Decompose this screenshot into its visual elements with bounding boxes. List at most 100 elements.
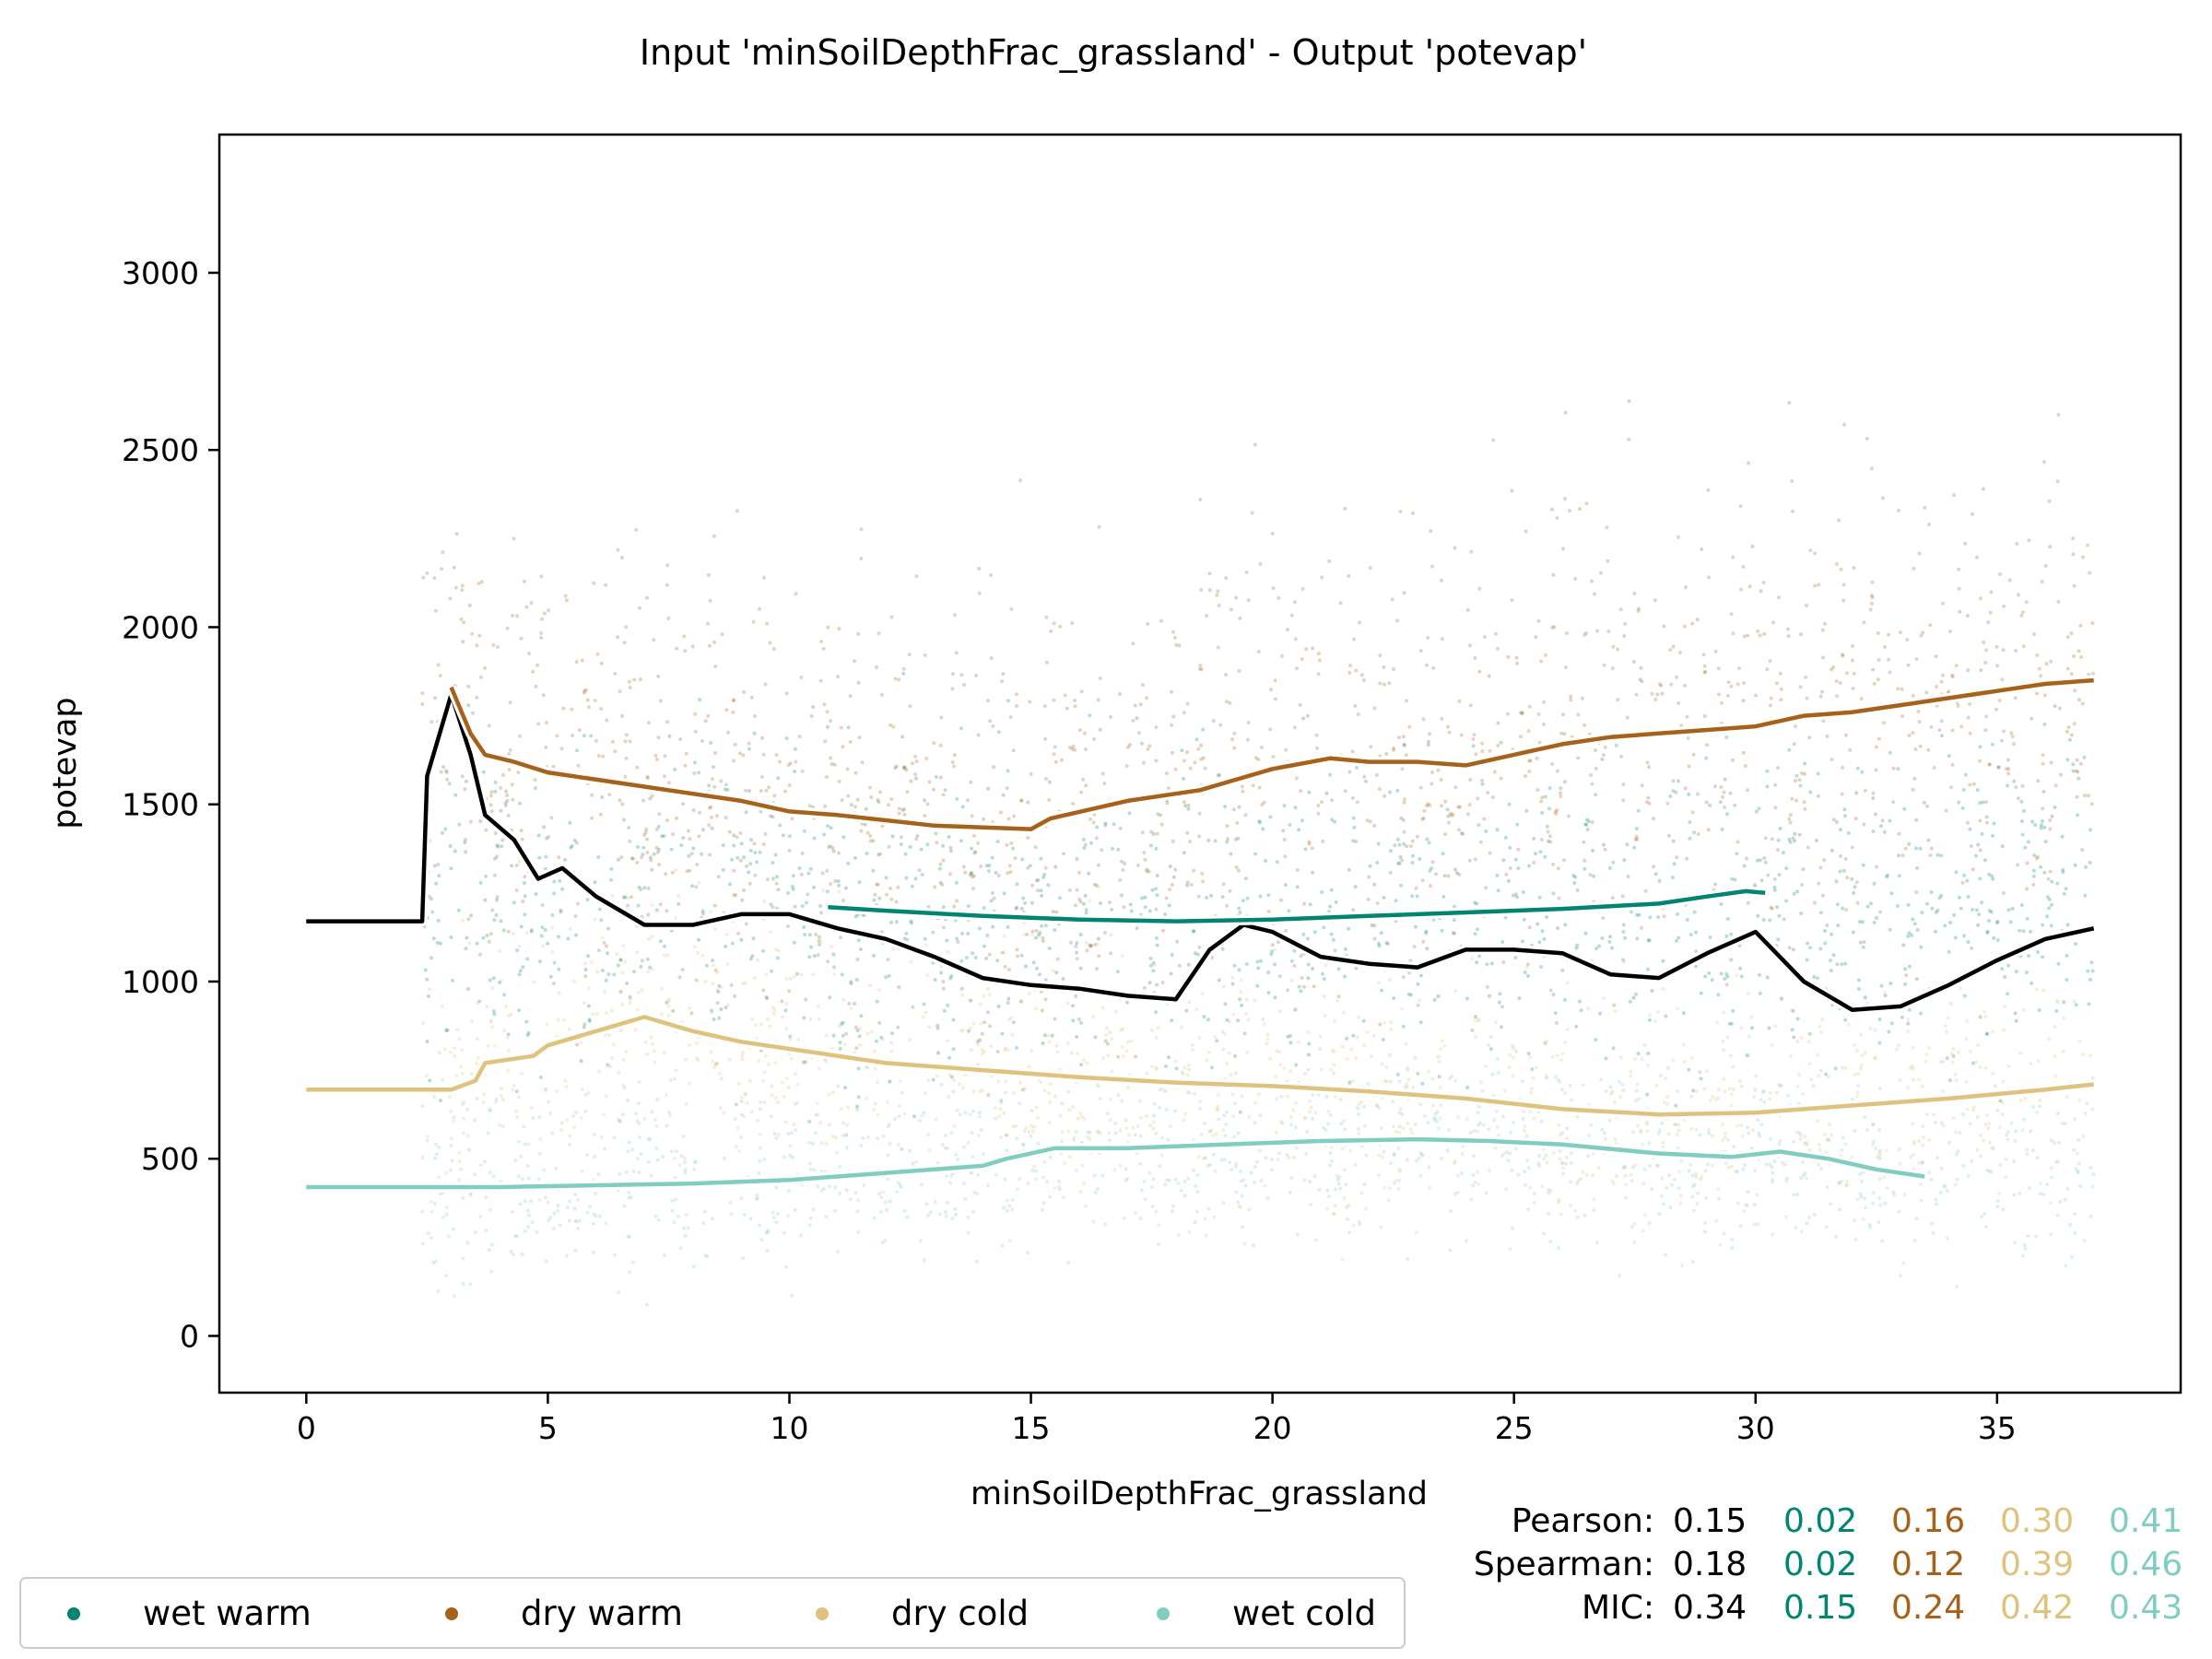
scatter-point bbox=[1060, 1139, 1064, 1144]
scatter-point bbox=[1703, 1221, 1708, 1225]
scatter-point bbox=[439, 1099, 442, 1102]
scatter-point bbox=[1018, 478, 1023, 483]
scatter-point bbox=[1506, 1159, 1511, 1163]
scatter-point bbox=[1735, 852, 1739, 856]
scatter-point bbox=[1830, 667, 1834, 672]
scatter-point bbox=[454, 532, 459, 536]
scatter-point bbox=[677, 1163, 682, 1168]
scatter-point bbox=[595, 652, 600, 656]
scatter-point bbox=[1853, 1218, 1857, 1223]
scatter-point bbox=[841, 899, 846, 902]
scatter-point bbox=[1829, 959, 1833, 962]
scatter-point bbox=[1401, 975, 1406, 980]
scatter-point bbox=[737, 1148, 742, 1153]
scatter-point bbox=[1863, 1051, 1867, 1055]
scatter-point bbox=[565, 1205, 570, 1209]
scatter-point bbox=[622, 818, 626, 822]
scatter-point bbox=[1526, 974, 1530, 978]
scatter-point bbox=[1624, 1182, 1629, 1187]
scatter-point bbox=[591, 1012, 595, 1017]
scatter-point bbox=[966, 1140, 971, 1145]
scatter-point bbox=[1446, 1127, 1451, 1132]
scatter-point bbox=[771, 861, 775, 865]
scatter-point bbox=[1351, 816, 1356, 820]
scatter-point bbox=[959, 839, 963, 843]
scatter-point bbox=[1739, 1123, 1744, 1127]
scatter-point bbox=[1910, 1064, 1914, 1068]
scatter-point bbox=[1456, 805, 1461, 809]
scatter-point bbox=[802, 829, 806, 833]
scatter-point bbox=[1171, 1209, 1175, 1214]
scatter-point bbox=[477, 999, 482, 1004]
scatter-point bbox=[665, 582, 669, 587]
scatter-point bbox=[1695, 1201, 1700, 1206]
scatter-point bbox=[595, 970, 600, 974]
scatter-point bbox=[1306, 936, 1310, 941]
scatter-point bbox=[1495, 828, 1500, 832]
scatter-point bbox=[1710, 978, 1714, 982]
scatter-point bbox=[1235, 821, 1240, 825]
scatter-point bbox=[1606, 559, 1610, 563]
scatter-point bbox=[1491, 438, 1496, 442]
scatter-point bbox=[1708, 1098, 1712, 1102]
scatter-point bbox=[1635, 936, 1640, 941]
scatter-point bbox=[886, 958, 890, 962]
scatter-point bbox=[935, 1052, 940, 1056]
scatter-point bbox=[1778, 827, 1783, 830]
scatter-point bbox=[463, 841, 467, 845]
scatter-point bbox=[1945, 1030, 1949, 1034]
scatter-point bbox=[1273, 962, 1277, 967]
scatter-point bbox=[1280, 1121, 1285, 1125]
scatter-point bbox=[1148, 963, 1153, 968]
scatter-point bbox=[493, 1100, 498, 1104]
scatter-point bbox=[1171, 839, 1175, 843]
scatter-point bbox=[694, 978, 699, 982]
scatter-point bbox=[1429, 884, 1432, 888]
scatter-point bbox=[1363, 779, 1368, 783]
scatter-point bbox=[1041, 1041, 1045, 1045]
scatter-point bbox=[1270, 1157, 1275, 1161]
scatter-point bbox=[1354, 668, 1359, 673]
scatter-point bbox=[1817, 881, 1821, 886]
scatter-point bbox=[1403, 797, 1406, 802]
scatter-point bbox=[1332, 1211, 1335, 1216]
scatter-point bbox=[1323, 1013, 1327, 1018]
scatter-point bbox=[1855, 1090, 1860, 1095]
scatter-point bbox=[1596, 1166, 1601, 1171]
scatter-point bbox=[774, 881, 779, 886]
scatter-point bbox=[2018, 1191, 2022, 1195]
scatter-point bbox=[700, 909, 705, 913]
scatter-point bbox=[607, 1033, 612, 1038]
scatter-point bbox=[822, 832, 827, 837]
scatter-point bbox=[1690, 621, 1695, 626]
scatter-point bbox=[524, 605, 529, 609]
scatter-point bbox=[1498, 992, 1502, 996]
scatter-point bbox=[1775, 905, 1780, 910]
scatter-point bbox=[1918, 1011, 1923, 1016]
scatter-point bbox=[594, 738, 598, 743]
scatter-point bbox=[469, 913, 474, 918]
scatter-point bbox=[1758, 1134, 1762, 1138]
scatter-point bbox=[1182, 1065, 1187, 1070]
scatter-point bbox=[2090, 1107, 2095, 1112]
scatter-point bbox=[1186, 803, 1191, 807]
scatter-point bbox=[1424, 931, 1429, 935]
scatter-point bbox=[749, 1110, 754, 1114]
scatter-point bbox=[1625, 715, 1630, 720]
scatter-point bbox=[2078, 623, 2083, 628]
scatter-point bbox=[713, 968, 718, 972]
scatter-point bbox=[1347, 671, 1352, 675]
scatter-point bbox=[840, 1022, 843, 1026]
scatter-point bbox=[1446, 724, 1450, 729]
scatter-point bbox=[864, 1065, 868, 1069]
scatter-point bbox=[838, 1041, 842, 1045]
scatter-point bbox=[995, 1050, 1000, 1054]
scatter-point bbox=[832, 972, 837, 976]
scatter-point bbox=[1761, 581, 1766, 585]
scatter-point bbox=[1795, 1039, 1800, 1043]
scatter-point bbox=[1968, 1049, 1972, 1053]
scatter-point bbox=[792, 940, 796, 945]
scatter-point bbox=[1412, 945, 1417, 948]
scatter-point bbox=[1074, 944, 1078, 948]
scatter-point bbox=[1125, 1040, 1130, 1044]
